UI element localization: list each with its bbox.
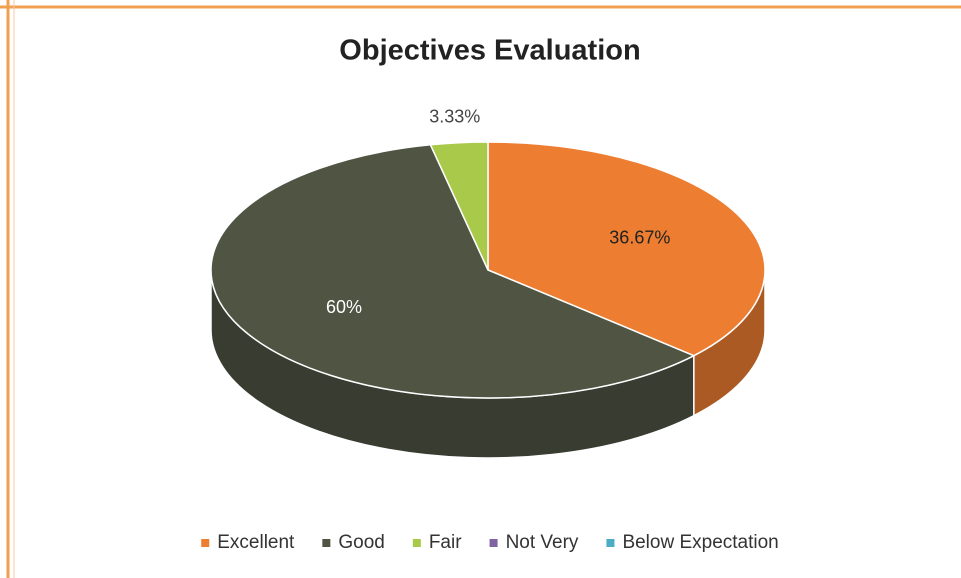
- data-label: 3.33%: [429, 106, 480, 126]
- data-labels: 36.67% 60% 3.33%: [326, 106, 670, 317]
- legend: Excellent Good Fair Not Very Below Expectati…: [201, 532, 779, 553]
- legend-swatch: [606, 539, 615, 547]
- data-label: 60%: [326, 297, 362, 317]
- pie-slice: [429, 141, 489, 271]
- legend-swatch: [489, 539, 498, 547]
- chart-title: Objectives Evaluation: [339, 35, 640, 67]
- legend-label: Good: [338, 532, 384, 553]
- legend-swatch: [322, 539, 331, 547]
- legend-label: Not Very: [506, 532, 579, 553]
- data-label: 36.67%: [609, 228, 670, 248]
- legend-swatch: [412, 539, 421, 547]
- pie-slice: [487, 141, 766, 357]
- legend-label: Fair: [429, 532, 462, 553]
- pie-tops: [210, 141, 766, 399]
- legend-label: Below Expectation: [622, 532, 778, 553]
- legend-swatch: [201, 539, 210, 547]
- pie-slice: [210, 143, 696, 399]
- legend-label: Excellent: [217, 532, 295, 553]
